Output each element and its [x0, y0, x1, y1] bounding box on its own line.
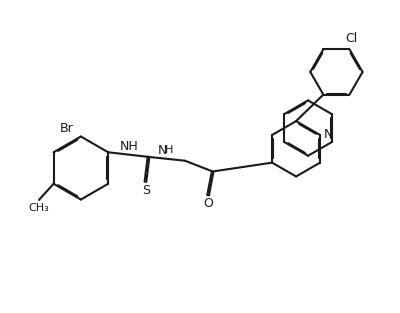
Text: O: O [203, 197, 213, 210]
Text: Cl: Cl [345, 32, 358, 45]
Text: NH: NH [120, 140, 139, 153]
Text: N: N [324, 128, 333, 141]
Text: S: S [142, 184, 150, 197]
Text: H: H [164, 145, 173, 155]
Text: CH₃: CH₃ [28, 203, 49, 213]
Text: N: N [158, 144, 168, 157]
Text: Br: Br [59, 121, 73, 135]
